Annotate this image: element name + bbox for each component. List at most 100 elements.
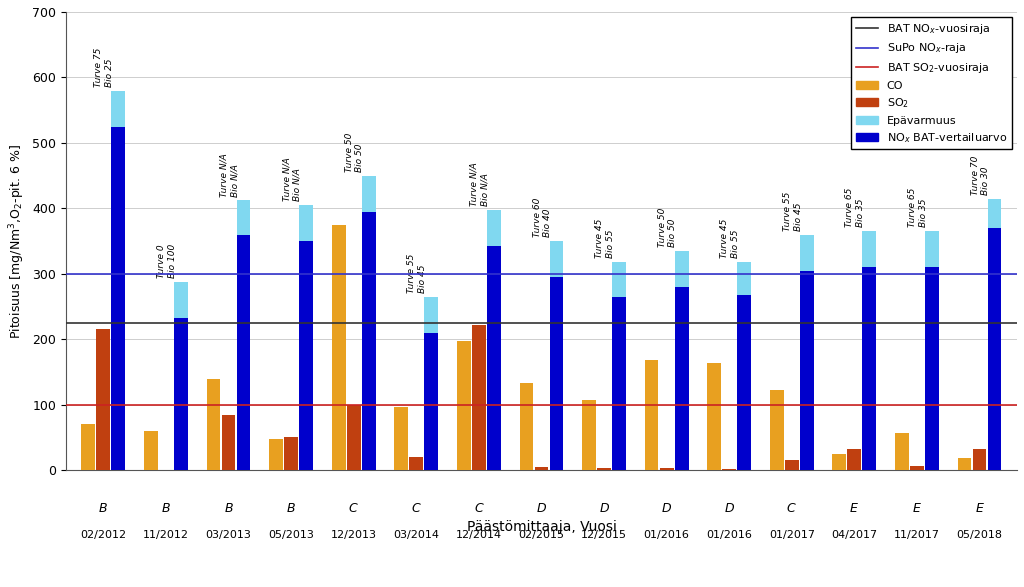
Text: Bio 55: Bio 55 xyxy=(606,230,614,258)
Bar xyxy=(347,405,360,470)
Text: 12/2015: 12/2015 xyxy=(581,530,627,540)
Bar xyxy=(221,414,236,470)
Text: Turve 65: Turve 65 xyxy=(846,188,854,227)
Bar xyxy=(645,360,658,470)
Bar xyxy=(910,465,924,470)
Bar xyxy=(112,127,125,470)
Text: $\it{B}$: $\it{B}$ xyxy=(161,502,171,515)
Bar xyxy=(299,241,313,470)
Bar xyxy=(833,454,846,470)
Text: 03/2014: 03/2014 xyxy=(393,530,439,540)
Bar xyxy=(472,325,485,470)
Bar xyxy=(973,449,986,470)
Text: Bio 40: Bio 40 xyxy=(543,208,552,237)
Text: Bio 50: Bio 50 xyxy=(355,143,365,171)
Text: 12/2014: 12/2014 xyxy=(456,530,502,540)
Text: 03/2013: 03/2013 xyxy=(206,530,252,540)
Bar xyxy=(332,225,345,470)
Bar xyxy=(659,468,674,470)
Text: Bio 35: Bio 35 xyxy=(919,199,928,227)
Text: 12/2013: 12/2013 xyxy=(331,530,377,540)
Text: $\it{C}$: $\it{C}$ xyxy=(348,502,359,515)
Bar xyxy=(457,341,471,470)
Bar xyxy=(82,424,95,470)
Bar xyxy=(424,296,438,333)
Bar xyxy=(361,176,376,212)
Bar xyxy=(848,449,861,470)
Text: 02/2012: 02/2012 xyxy=(80,530,126,540)
Bar xyxy=(269,439,283,470)
Bar xyxy=(925,267,939,470)
Text: Turve 70: Turve 70 xyxy=(971,155,980,195)
Bar xyxy=(96,329,111,470)
Bar xyxy=(737,262,752,295)
Text: Turve N/A: Turve N/A xyxy=(283,157,291,201)
Text: Turve 55: Turve 55 xyxy=(408,254,417,293)
Bar xyxy=(675,251,688,287)
Text: Turve 55: Turve 55 xyxy=(783,191,792,231)
Bar xyxy=(895,433,909,470)
Text: Turve 0: Turve 0 xyxy=(157,245,166,278)
Text: $\it{E}$: $\it{E}$ xyxy=(912,502,922,515)
Bar xyxy=(800,235,814,271)
Bar xyxy=(862,267,877,470)
Text: Bio 55: Bio 55 xyxy=(731,230,740,258)
Bar xyxy=(862,231,877,267)
Text: $\it{C}$: $\it{C}$ xyxy=(411,502,422,515)
Bar xyxy=(612,296,626,470)
Text: 02/2015: 02/2015 xyxy=(518,530,564,540)
Text: $\it{D}$: $\it{D}$ xyxy=(536,502,547,515)
Bar xyxy=(361,212,376,470)
Text: Bio 50: Bio 50 xyxy=(669,218,677,247)
Bar xyxy=(237,201,251,235)
Text: Turve 50: Turve 50 xyxy=(657,208,667,247)
Bar xyxy=(987,228,1001,470)
Text: Turve 45: Turve 45 xyxy=(720,219,729,258)
Bar xyxy=(550,241,563,277)
Text: 11/2017: 11/2017 xyxy=(894,530,940,540)
Text: $\it{C}$: $\it{C}$ xyxy=(786,502,797,515)
Text: Bio 25: Bio 25 xyxy=(105,58,114,86)
Bar xyxy=(410,457,423,470)
Text: $\it{B}$: $\it{B}$ xyxy=(287,502,296,515)
Bar xyxy=(112,90,125,127)
Text: 11/2012: 11/2012 xyxy=(143,530,189,540)
Bar xyxy=(550,277,563,470)
Bar xyxy=(957,458,972,470)
Bar xyxy=(770,390,783,470)
Text: Bio 100: Bio 100 xyxy=(168,244,177,278)
Bar xyxy=(285,437,298,470)
Text: 05/2013: 05/2013 xyxy=(268,530,314,540)
Bar xyxy=(424,333,438,470)
Text: $\it{D}$: $\it{D}$ xyxy=(662,502,672,515)
Bar xyxy=(612,262,626,296)
Bar xyxy=(708,363,721,470)
Text: 01/2017: 01/2017 xyxy=(769,530,815,540)
Text: 01/2016: 01/2016 xyxy=(707,530,752,540)
Text: Bio 35: Bio 35 xyxy=(856,199,865,227)
Text: Turve N/A: Turve N/A xyxy=(220,153,228,197)
Bar xyxy=(174,318,187,470)
Text: $\it{D}$: $\it{D}$ xyxy=(598,502,609,515)
Bar xyxy=(597,468,611,470)
Bar xyxy=(174,282,187,318)
Text: Turve 75: Turve 75 xyxy=(94,47,103,86)
Text: Bio N/A: Bio N/A xyxy=(480,173,489,205)
Text: $\it{B}$: $\it{B}$ xyxy=(223,502,233,515)
Text: Turve 65: Turve 65 xyxy=(908,188,918,227)
Bar xyxy=(144,431,158,470)
X-axis label: Päästömittaaja, Vuosi: Päästömittaaja, Vuosi xyxy=(467,519,616,534)
Bar xyxy=(487,210,501,245)
Text: Turve N/A: Turve N/A xyxy=(470,162,479,205)
Text: 01/2016: 01/2016 xyxy=(644,530,689,540)
Bar xyxy=(487,245,501,470)
Text: $\it{B}$: $\it{B}$ xyxy=(98,502,109,515)
Bar xyxy=(394,407,409,470)
Text: $\it{E}$: $\it{E}$ xyxy=(975,502,984,515)
Bar xyxy=(519,383,534,470)
Text: Turve 60: Turve 60 xyxy=(532,198,542,237)
Legend: BAT NO$_x$-vuosiraja, SuPo NO$_x$-raja, BAT SO$_2$-vuosiraja, CO, SO$_2$, Epävar: BAT NO$_x$-vuosiraja, SuPo NO$_x$-raja, … xyxy=(851,18,1012,149)
Bar xyxy=(207,379,220,470)
Text: Bio N/A: Bio N/A xyxy=(230,164,240,197)
Text: $\it{C}$: $\it{C}$ xyxy=(473,502,484,515)
